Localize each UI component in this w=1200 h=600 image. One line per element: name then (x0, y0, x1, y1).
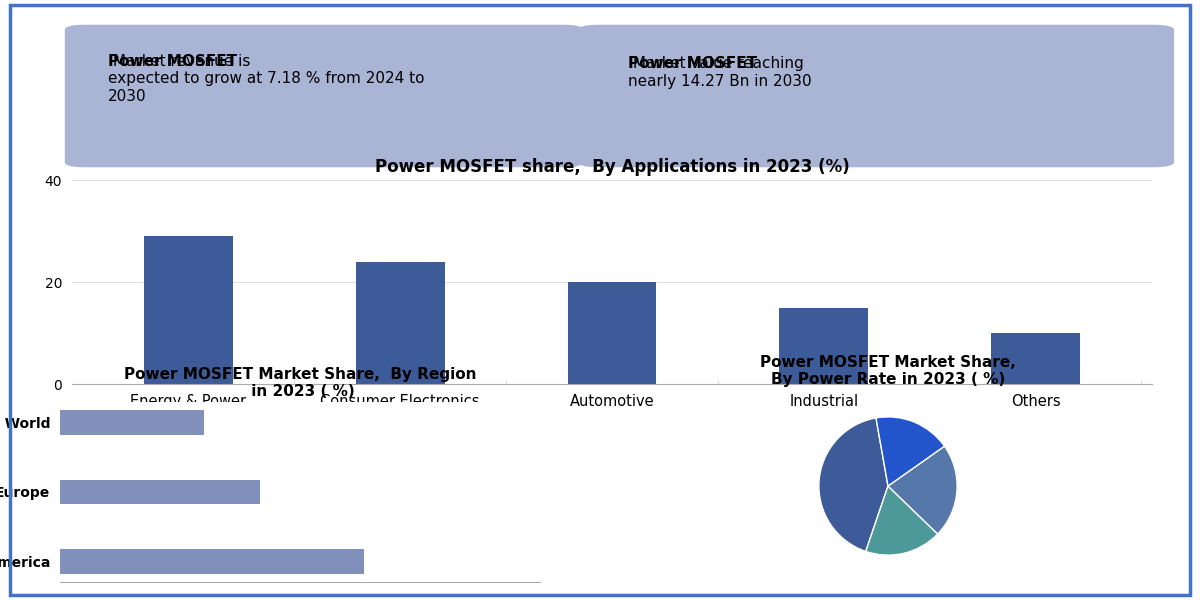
Title: Power MOSFET Market Share,
By Power Rate in 2023 ( %): Power MOSFET Market Share, By Power Rate… (760, 355, 1016, 388)
Text: Market value reaching
nearly 14.27 Bn in 2030: Market value reaching nearly 14.27 Bn in… (628, 56, 811, 89)
Wedge shape (876, 417, 944, 486)
Wedge shape (865, 486, 937, 555)
Bar (355, 262, 445, 384)
Bar (60, 480, 260, 504)
Wedge shape (818, 418, 888, 551)
Title: Power MOSFET Market Share,  By Region
 in 2023 ( %): Power MOSFET Market Share, By Region in … (124, 367, 476, 400)
Bar (568, 282, 656, 384)
Bar (60, 550, 364, 574)
Bar (779, 307, 869, 384)
Wedge shape (888, 446, 958, 534)
FancyBboxPatch shape (65, 25, 583, 167)
Text: Power MOSFET: Power MOSFET (108, 54, 238, 69)
Text: Market revenue is
expected to grow at 7.18 % from 2024 to
2030: Market revenue is expected to grow at 7.… (108, 54, 425, 104)
Bar (60, 410, 204, 434)
Bar (144, 236, 233, 384)
Bar (991, 333, 1080, 384)
FancyBboxPatch shape (578, 25, 1174, 167)
Title: Power MOSFET share,  By Applications in 2023 (%): Power MOSFET share, By Applications in 2… (374, 158, 850, 176)
Text: Power MOSFET: Power MOSFET (628, 56, 757, 71)
